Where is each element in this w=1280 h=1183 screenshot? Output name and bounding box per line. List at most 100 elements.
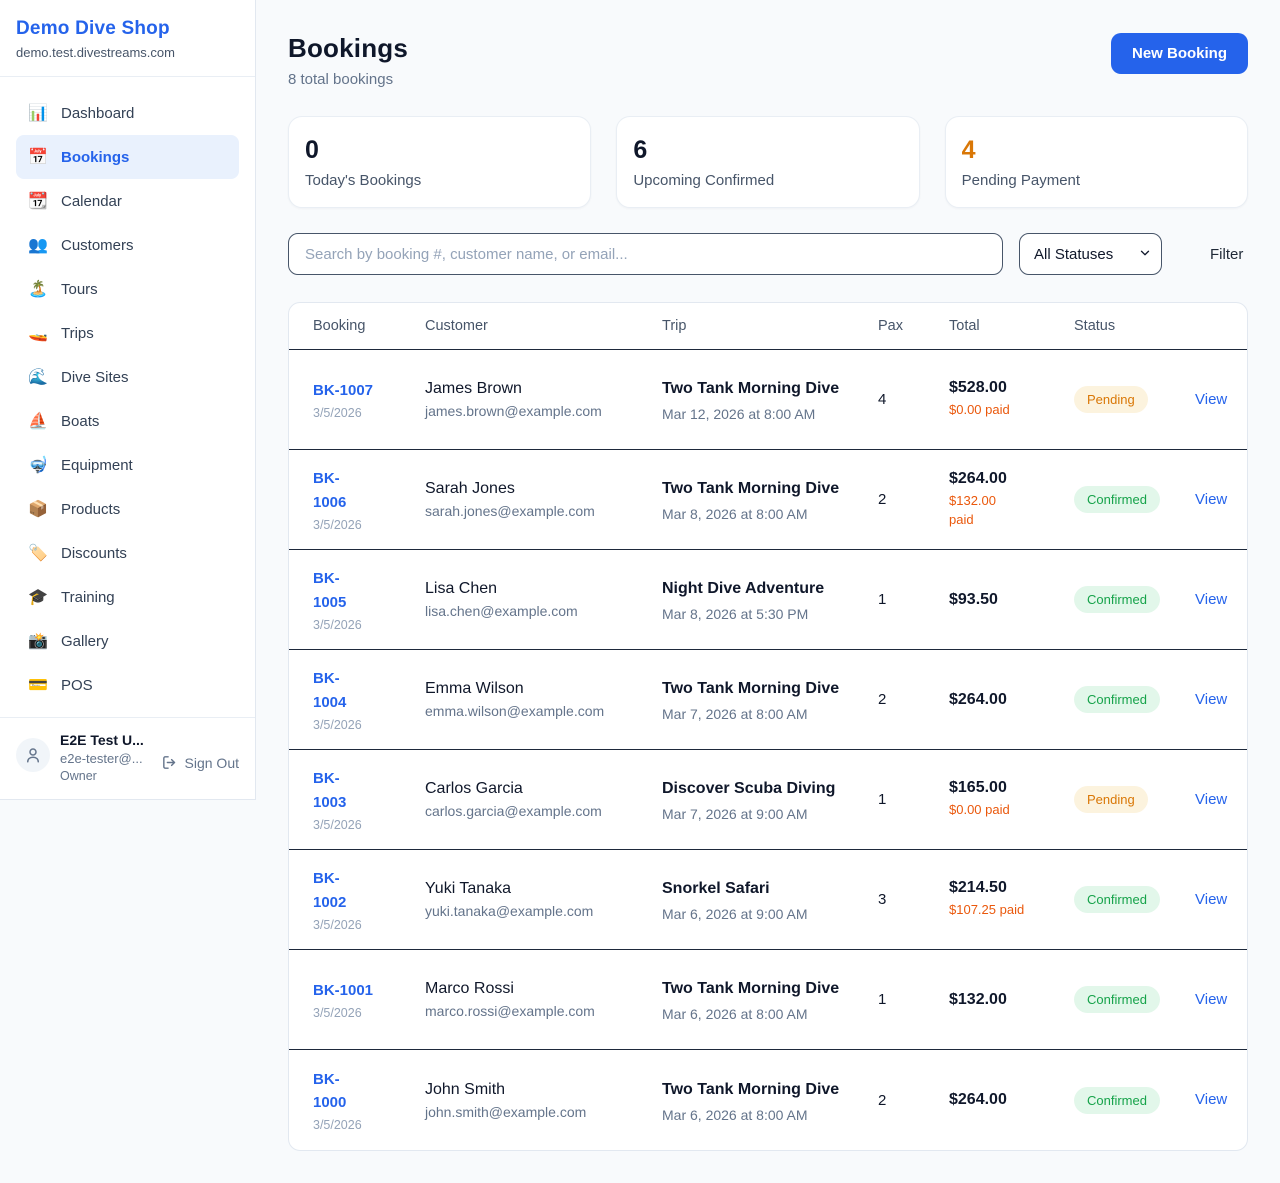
view-booking-link[interactable]: View: [1195, 790, 1228, 808]
booking-id-link[interactable]: BK- 1000: [313, 1070, 347, 1111]
user-info: E2E Test U... e2e-tester@... Owner: [60, 732, 151, 783]
bookings-table: Booking Customer Trip Pax Total Status B…: [288, 302, 1248, 1151]
paid-amount: $0.00 paid: [949, 802, 1010, 818]
col-header-booking: Booking: [313, 318, 366, 334]
trip-datetime: Mar 12, 2026 at 8:00 AM: [662, 406, 816, 422]
sign-out-label: Sign Out: [184, 754, 239, 771]
sidebar-item-calendar[interactable]: 📆 Calendar: [16, 179, 239, 223]
status-badge: Confirmed: [1074, 686, 1160, 713]
customer-email: yuki.tanaka@example.com: [425, 903, 594, 919]
customer-cell: Yuki Tanaka yuki.tanaka@example.com: [425, 880, 662, 919]
new-booking-button[interactable]: New Booking: [1110, 33, 1248, 74]
stat-label: Upcoming Confirmed: [633, 172, 775, 189]
trip-name: Night Dive Adventure: [662, 580, 825, 597]
booking-created-date: 3/5/2026: [313, 1006, 362, 1021]
actions-cell: View: [1195, 991, 1239, 1009]
status-filter-select[interactable]: All Statuses: [1019, 233, 1162, 275]
camera-flash-icon: 📸: [28, 633, 48, 650]
status-badge: Confirmed: [1074, 1086, 1160, 1114]
trip-name: Discover Scuba Diving: [662, 780, 836, 797]
view-booking-link[interactable]: View: [1195, 990, 1228, 1008]
sign-out-button[interactable]: Sign Out: [161, 754, 239, 771]
trip-name: Two Tank Morning Dive: [662, 480, 840, 497]
view-booking-link[interactable]: View: [1195, 590, 1228, 608]
view-booking-link[interactable]: View: [1195, 490, 1228, 508]
booking-created-date: 3/5/2026: [313, 917, 362, 932]
table-row: BK- 1002 3/5/2026 Yuki Tanaka yuki.tanak…: [289, 850, 1247, 950]
booking-created-date: 3/5/2026: [313, 817, 362, 832]
view-booking-link[interactable]: View: [1195, 390, 1228, 408]
diving-mask-icon: 🤿: [28, 457, 48, 474]
trip-name: Two Tank Morning Dive: [662, 680, 840, 697]
sidebar-item-trips[interactable]: 🚤 Trips: [16, 311, 239, 355]
status-select-wrap: All Statuses: [1019, 233, 1162, 275]
stat-card-pending-payment: 4 Pending Payment: [944, 116, 1248, 208]
tear-off-calendar-icon: 📆: [28, 193, 48, 210]
search-input[interactable]: [288, 233, 1003, 275]
sidebar-item-dashboard[interactable]: 📊 Dashboard: [16, 91, 239, 135]
sidebar-item-dive-sites[interactable]: 🌊 Dive Sites: [16, 355, 239, 399]
sidebar-item-training[interactable]: 🎓 Training: [16, 575, 239, 619]
view-booking-link[interactable]: View: [1195, 690, 1228, 708]
booking-cell: BK- 1004 3/5/2026: [313, 667, 425, 732]
booking-id-link[interactable]: BK- 1005: [313, 570, 347, 611]
customer-cell: John Smith john.smith@example.com: [425, 1081, 662, 1120]
customer-name: Marco Rossi: [425, 980, 514, 997]
booking-id-link[interactable]: BK-1007: [313, 381, 374, 399]
total-cell: $264.00: [949, 691, 1074, 709]
sidebar-item-bookings[interactable]: 📅 Bookings: [16, 135, 239, 179]
sidebar-item-discounts[interactable]: 🏷️ Discounts: [16, 531, 239, 575]
booking-id-link[interactable]: BK-1001: [313, 981, 374, 999]
total-cell: $528.00 $0.00 paid: [949, 379, 1074, 420]
sidebar-item-gallery[interactable]: 📸 Gallery: [16, 619, 239, 663]
trip-name: Two Tank Morning Dive: [662, 980, 840, 997]
sidebar-item-label: Customers: [61, 236, 134, 254]
shop-domain: demo.test.divestreams.com: [16, 45, 175, 60]
view-booking-link[interactable]: View: [1195, 1091, 1228, 1108]
sidebar-item-label: Dashboard: [61, 104, 135, 122]
pax-count: 2: [878, 691, 887, 708]
view-booking-link[interactable]: View: [1195, 890, 1228, 908]
booking-cell: BK- 1000 3/5/2026: [313, 1068, 425, 1133]
shop-name: Demo Dive Shop: [16, 18, 170, 39]
trip-cell: Night Dive Adventure Mar 8, 2026 at 5:30…: [662, 577, 878, 622]
user-email: e2e-tester@...: [60, 751, 143, 766]
table-row: BK- 1006 3/5/2026 Sarah Jones sarah.jone…: [289, 450, 1247, 550]
calendar-date-icon: 📅: [28, 149, 48, 166]
brand-block: Demo Dive Shop demo.test.divestreams.com: [0, 0, 255, 77]
user-role: Owner: [60, 769, 97, 783]
customer-cell: Marco Rossi marco.rossi@example.com: [425, 980, 662, 1019]
sidebar-user-footer: E2E Test U... e2e-tester@... Owner Sign …: [0, 717, 255, 799]
sidebar-item-label: Bookings: [61, 148, 130, 166]
sidebar-item-label: Gallery: [61, 632, 109, 650]
status-badge: Pending: [1074, 386, 1148, 413]
sidebar-item-pos[interactable]: 💳 POS: [16, 663, 239, 707]
total-amount: $528.00: [949, 379, 1007, 397]
customer-name: John Smith: [425, 1080, 506, 1098]
main-content: Bookings 8 total bookings New Booking 0 …: [256, 0, 1280, 1183]
status-cell: Pending: [1074, 786, 1195, 813]
status-badge: Pending: [1074, 786, 1148, 813]
col-header-status: Status: [1074, 318, 1116, 334]
customer-email: lisa.chen@example.com: [425, 603, 578, 619]
pax-count: 3: [878, 891, 887, 908]
sidebar-item-tours[interactable]: 🏝️ Tours: [16, 267, 239, 311]
island-icon: 🏝️: [28, 281, 48, 298]
booking-id-link[interactable]: BK- 1004: [313, 670, 347, 711]
customer-email: james.brown@example.com: [425, 403, 602, 419]
col-header-pax: Pax: [878, 318, 903, 334]
sidebar-item-customers[interactable]: 👥 Customers: [16, 223, 239, 267]
sidebar-item-boats[interactable]: ⛵ Boats: [16, 399, 239, 443]
customer-cell: Emma Wilson emma.wilson@example.com: [425, 680, 662, 719]
trip-cell: Two Tank Morning Dive Mar 8, 2026 at 8:0…: [662, 477, 878, 522]
person-icon: [27, 748, 39, 763]
stat-value: 6: [633, 136, 648, 164]
sidebar-item-products[interactable]: 📦 Products: [16, 487, 239, 531]
sidebar-item-equipment[interactable]: 🤿 Equipment: [16, 443, 239, 487]
booking-id-link[interactable]: BK- 1006: [313, 470, 347, 511]
booking-id-link[interactable]: BK- 1003: [313, 770, 347, 811]
booking-cell: BK- 1002 3/5/2026: [313, 867, 425, 932]
booking-id-link[interactable]: BK- 1002: [313, 870, 347, 911]
customer-name: Emma Wilson: [425, 680, 524, 697]
filter-button[interactable]: Filter: [1210, 245, 1244, 263]
